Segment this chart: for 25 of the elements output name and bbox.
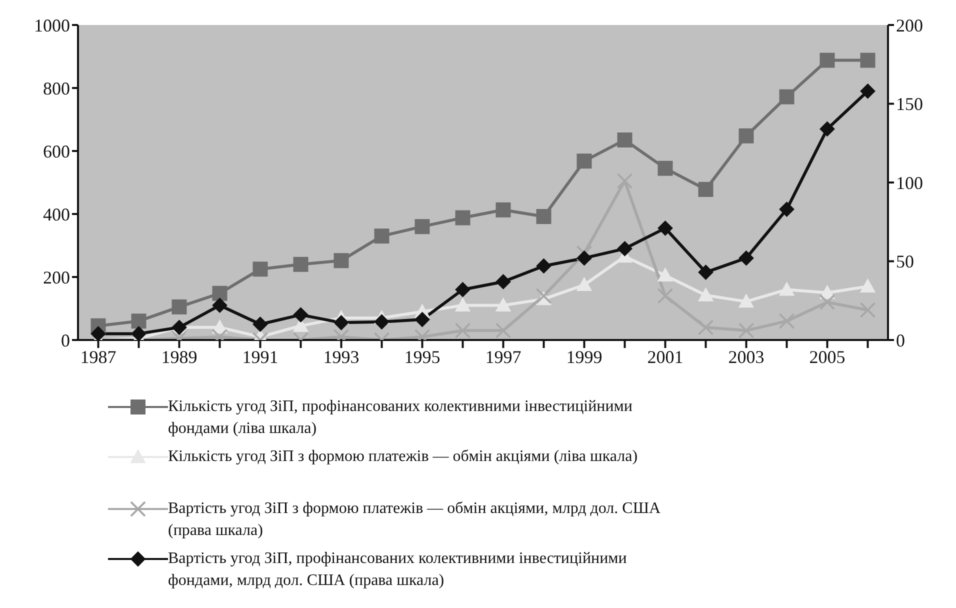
legend-label: Вартість угод ЗіП, профінансованих колективними інвестиційними фондами, млрд дол. США (права шкала) [168, 549, 628, 591]
y-tick-label: 600 [43, 141, 70, 162]
x-tick-label: 1997 [485, 346, 522, 367]
y2-tick-label: 100 [896, 172, 923, 193]
x-tick-label: 2003 [728, 346, 764, 367]
x-tick-label: 1999 [566, 346, 602, 367]
y-tick-label: 0 [61, 330, 70, 350]
x-tick-label: 1991 [242, 346, 278, 367]
x-tick-label: 2005 [809, 346, 846, 367]
x-tick-label: 1989 [161, 346, 198, 367]
x-tick-label: 2001 [647, 346, 684, 367]
legend-label: Вартість угод ЗіП з формою платежів — обмін акціями, млрд дол. США (права шкала) [168, 499, 662, 541]
y2-tick-label: 50 [896, 252, 914, 272]
x-tick-label: 1993 [323, 346, 360, 367]
y-tick-label: 1000 [34, 15, 70, 36]
legend-label: Кількість угод ЗіП, профінансованих колективними інвестиційними фондами (ліва шкала) [168, 397, 634, 439]
x-tick-label: 1987 [80, 346, 116, 367]
y-tick-label: 400 [43, 204, 70, 224]
y-tick-label: 200 [43, 267, 70, 288]
y-tick-label: 800 [43, 78, 70, 98]
y2-tick-label: 200 [896, 15, 923, 36]
y2-tick-label: 150 [896, 94, 923, 114]
x-tick-label: 1995 [404, 346, 440, 367]
legend-label: Кількість угод ЗіП з формою платежів — обмін акціями (ліва шкала) [168, 447, 638, 467]
y2-tick-label: 0 [896, 330, 905, 350]
